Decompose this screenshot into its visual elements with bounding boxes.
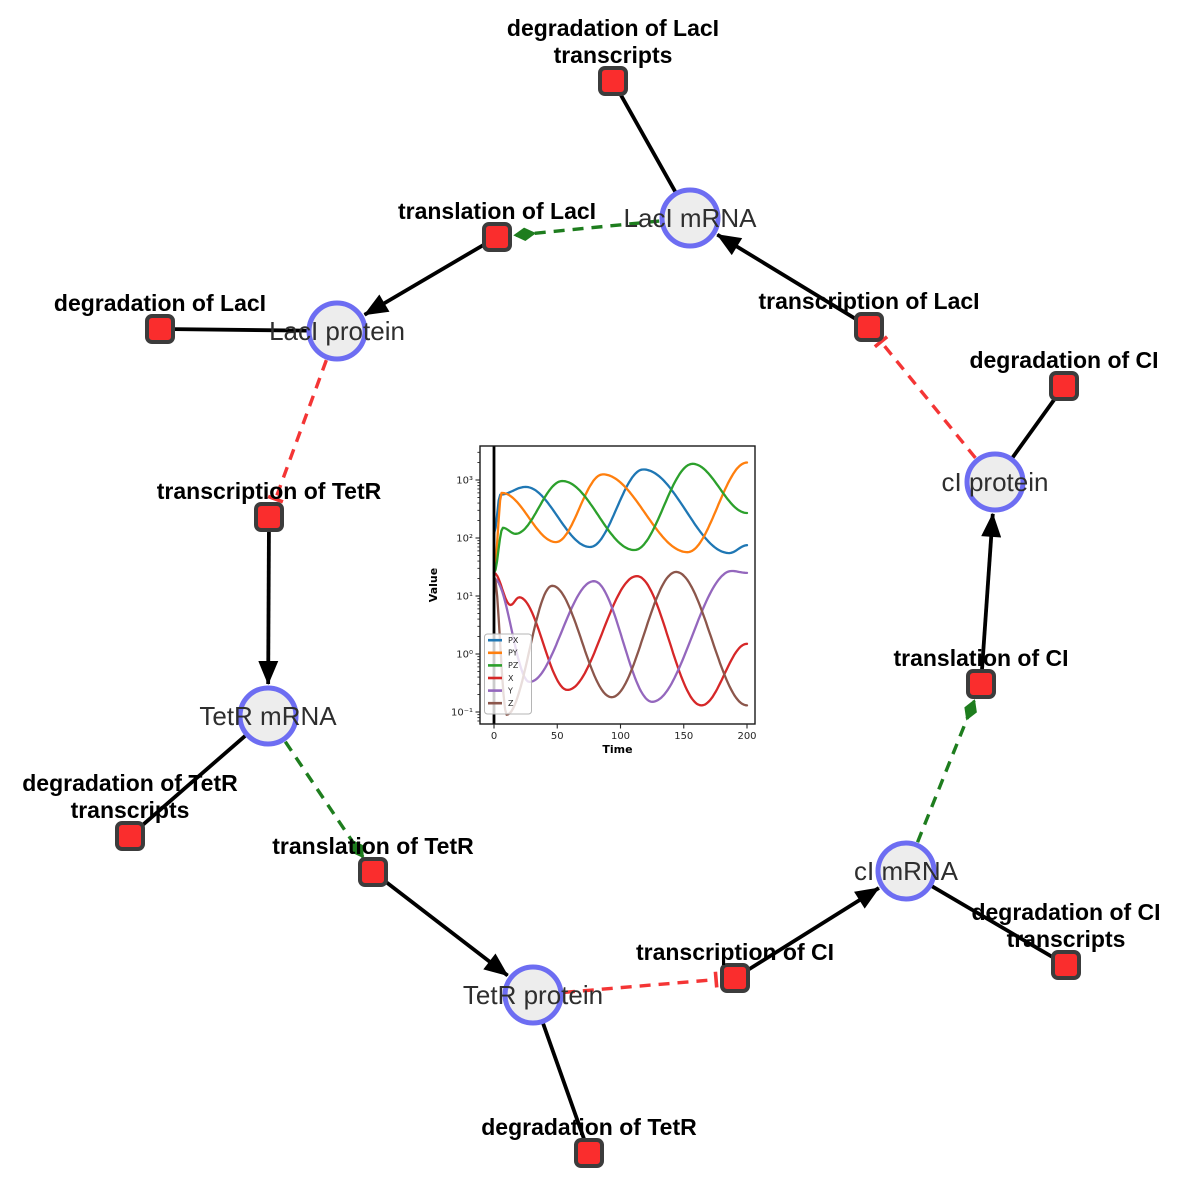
edge-modifier-laci-mrna-translation-laci [513,219,660,241]
species-node-tetr-mrna[interactable] [237,685,299,747]
y-tick-label-1: 10⁰ [456,650,473,661]
reaction-node-deg-tetr[interactable] [574,1138,604,1168]
reaction-label-deg-ci-transcripts-line2: transcripts [1007,926,1126,952]
reaction-label-deg-tetr-line1: degradation of TetR [481,1114,697,1140]
reaction-node-deg-tetr-transcripts[interactable] [115,821,145,851]
legend-label-X: X [508,674,514,683]
inset-chart: 0 50 100 150 20010⁻¹10⁰10¹10²10³TimeValuePXP… [427,445,757,756]
reaction-label-transcription-tetr-line1: transcription of TetR [157,478,382,504]
reaction-label-transcription-laci-line1: transcription of LacI [758,288,979,314]
legend-label-PZ: PZ [508,661,519,670]
reaction-label-transcription-ci-line1: transcription of CI [636,939,834,965]
nodes-layer [115,66,1081,1168]
edge-reactant-tetr-protein-deg-tetr [541,1022,587,1141]
species-label-laci-mrna: LacI mRNA [624,203,758,233]
reaction-label-deg-laci-transcripts-line1: degradation of LacI [507,15,719,41]
edge-inhibitor-laci-protein-transcription-tetr [267,359,328,504]
species-label-ci-mrna: cI mRNA [854,856,959,886]
species-node-laci-mrna[interactable] [659,187,721,249]
reaction-node-translation-tetr[interactable] [358,857,388,887]
y-tick-label-2: 10¹ [456,592,473,603]
legend-label-Y: Y [507,686,513,695]
reaction-node-deg-ci[interactable] [1049,371,1079,401]
species-node-laci-protein[interactable] [306,300,368,362]
edge-product-transcription-ci-ci-mrna [745,886,880,973]
chart-legend: PX PY PZ XYZ [484,633,532,715]
edge-product-transcription-laci-laci-mrna [716,233,859,322]
x-tick-label-1: 50 [551,731,564,742]
species-node-tetr-protein[interactable] [502,964,564,1026]
species-node-ci-protein[interactable] [964,451,1026,513]
reaction-node-deg-ci-transcripts[interactable] [1051,950,1081,980]
edge-reactant-ci-mrna-deg-ci-transcripts [930,884,1055,960]
x-axis-label: Time [602,743,632,756]
reaction-node-transcription-ci[interactable] [720,963,750,993]
reaction-label-deg-tetr-transcripts-line1: degradation of TetR [22,770,238,796]
species-label-tetr-mrna: TetR mRNA [199,701,337,731]
edge-reactant-laci-mrna-deg-laci-transcripts [618,92,677,193]
series-line-Z [492,570,749,716]
series-line-PY [492,461,749,575]
edge-reactant-tetr-mrna-deg-tetr-transcripts [139,734,247,829]
reaction-label-translation-ci-line1: translation of CI [893,645,1068,671]
series-line-Y [492,569,749,703]
species-label-ci-protein: cI protein [942,467,1049,497]
legend-label-Z: Z [508,699,514,708]
labels-layer: LacI mRNA LacI protein TetR mRNA TetR prote… [22,15,1160,1140]
species-label-laci-protein: LacI protein [269,316,405,346]
edge-modifier-tetr-mrna-translation-tetr [283,740,365,859]
y-tick-label-4: 10³ [456,476,473,487]
y-tick-label-0: 10⁻¹ [451,708,473,719]
reaction-node-translation-ci[interactable] [966,669,996,699]
reaction-label-translation-laci-line1: translation of LacI [398,198,596,224]
reaction-node-transcription-tetr[interactable] [254,502,284,532]
edge-reactant-ci-protein-deg-ci [1010,396,1058,459]
x-tick-label-0: 0 [491,731,497,742]
reaction-label-deg-ci-transcripts-line1: degradation of CI [971,899,1160,925]
edge-product-transcription-tetr-tetr-mrna [258,530,279,686]
x-tick-label-2: 100 [611,731,630,742]
x-tick-label-3: 150 [674,731,693,742]
reaction-node-deg-laci-transcripts[interactable] [598,66,628,96]
edges-layer [139,92,1058,1141]
edge-product-translation-laci-laci-protein [363,242,486,317]
edge-inhibitor-ci-protein-transcription-laci [873,335,977,460]
legend-label-PY: PY [508,649,518,658]
edge-product-translation-tetr-tetr-protein [382,879,509,978]
legend-label-PX: PX [508,636,519,645]
y-axis-label: Value [427,568,440,602]
reaction-node-translation-laci[interactable] [482,222,512,252]
chart-curves [492,461,749,716]
reaction-node-deg-laci[interactable] [145,314,175,344]
edge-inhibitor-tetr-protein-transcription-ci [563,971,719,995]
reaction-label-deg-laci-line1: degradation of LacI [54,290,266,316]
series-line-PZ [492,462,749,575]
reaction-label-deg-laci-transcripts-line2: transcripts [554,42,673,68]
axes-frame [479,445,756,725]
species-node-ci-mrna[interactable] [875,840,937,902]
y-tick-label-3: 10² [456,534,473,545]
reaction-label-deg-tetr-transcripts-line2: transcripts [71,797,190,823]
reaction-label-deg-ci-line1: degradation of CI [969,347,1158,373]
edge-modifier-ci-mrna-translation-ci [915,699,977,843]
reaction-label-translation-tetr-line1: translation of TetR [272,833,474,859]
reaction-node-transcription-laci[interactable] [854,312,884,342]
x-tick-label-4: 200 [737,731,756,742]
edge-product-translation-ci-ci-protein [980,512,1002,671]
edge-reactant-laci-protein-deg-laci [173,327,308,333]
species-label-tetr-protein: TetR protein [463,980,603,1010]
